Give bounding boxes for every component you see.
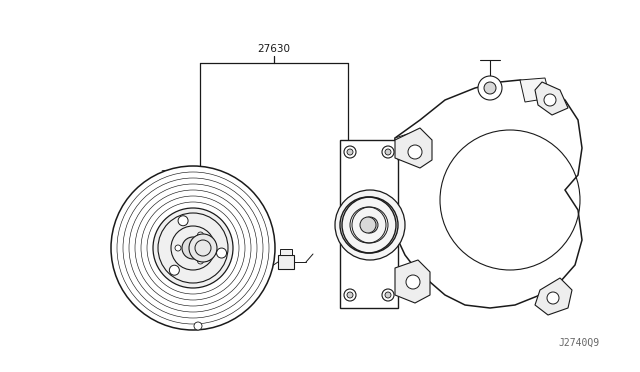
Circle shape — [408, 145, 422, 159]
Circle shape — [198, 232, 204, 238]
Circle shape — [347, 149, 353, 155]
Circle shape — [153, 208, 233, 288]
Text: 27633: 27633 — [160, 170, 193, 180]
Circle shape — [547, 292, 559, 304]
Circle shape — [544, 94, 556, 106]
Polygon shape — [278, 255, 294, 269]
Circle shape — [182, 237, 204, 259]
Circle shape — [382, 146, 394, 158]
Circle shape — [170, 265, 179, 275]
Circle shape — [382, 289, 394, 301]
Circle shape — [385, 292, 391, 298]
Circle shape — [478, 76, 502, 100]
Polygon shape — [395, 130, 420, 160]
Polygon shape — [280, 249, 292, 255]
Circle shape — [347, 292, 353, 298]
Circle shape — [198, 258, 204, 264]
Polygon shape — [535, 82, 568, 115]
Polygon shape — [395, 128, 432, 168]
Circle shape — [406, 275, 420, 289]
Circle shape — [175, 245, 181, 251]
Circle shape — [484, 82, 496, 94]
Polygon shape — [395, 260, 430, 303]
Polygon shape — [520, 78, 550, 102]
Circle shape — [385, 149, 391, 155]
Circle shape — [344, 289, 356, 301]
Polygon shape — [535, 278, 572, 315]
Circle shape — [111, 166, 275, 330]
Circle shape — [360, 217, 376, 233]
Polygon shape — [395, 80, 582, 308]
Circle shape — [335, 190, 405, 260]
Circle shape — [216, 248, 227, 258]
Circle shape — [362, 217, 378, 233]
Text: 27630: 27630 — [257, 44, 291, 54]
Circle shape — [189, 234, 217, 262]
Polygon shape — [340, 140, 398, 308]
Circle shape — [344, 146, 356, 158]
Text: J2740Q9: J2740Q9 — [559, 338, 600, 348]
Circle shape — [194, 322, 202, 330]
Circle shape — [178, 216, 188, 226]
